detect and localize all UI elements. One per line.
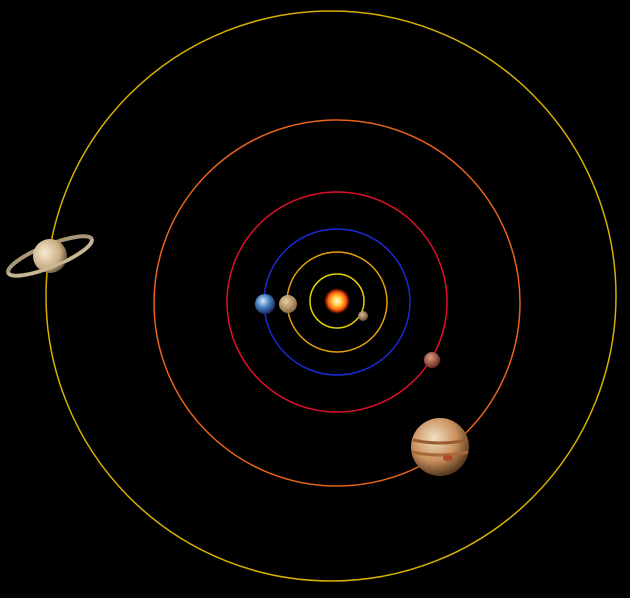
earth [255,294,275,314]
jupiter-spot [443,455,453,461]
jupiter-orbit [153,119,521,487]
jupiter-body [411,418,469,476]
venus [279,295,297,313]
mars-orbit [226,191,448,413]
mars [424,352,440,368]
jupiter-band [412,438,468,445]
saturn-orbit [45,10,617,582]
saturn [6,234,94,278]
jupiter-band [411,450,469,457]
jupiter [411,418,469,476]
mercury [358,311,368,321]
saturn-ring-front [6,238,94,278]
mercury-orbit [309,273,365,329]
sun [324,288,350,314]
